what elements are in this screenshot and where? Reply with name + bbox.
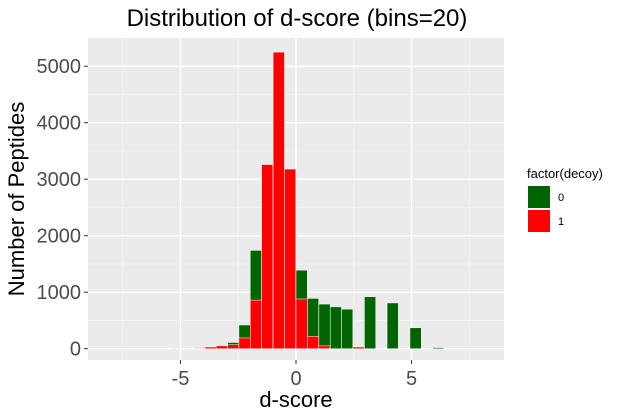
bar-series-1 <box>216 345 228 349</box>
y-tick-label: 4000 <box>37 113 82 135</box>
bars <box>170 51 445 349</box>
bar-series-1 <box>227 344 240 349</box>
bar-series-1 <box>204 346 217 349</box>
bar-series-0 <box>364 296 376 349</box>
bar-series-1 <box>238 337 251 349</box>
x-axis: -5 0 5 <box>172 360 417 390</box>
bar-series-1 <box>295 298 308 349</box>
bar-series-0 <box>341 308 354 349</box>
y-tick-label: 0 <box>70 339 81 361</box>
bar-series-1 <box>307 336 319 349</box>
bar-series-1 <box>261 164 274 349</box>
legend-key-1 <box>528 210 550 232</box>
bar-series-1 <box>318 345 331 349</box>
legend: factor(decoy) 0 1 <box>527 166 603 232</box>
y-tick-label: 2000 <box>37 226 82 248</box>
legend-label-0: 0 <box>558 192 564 204</box>
bar-series-1 <box>284 168 297 349</box>
bar-series-1 <box>170 347 183 349</box>
legend-label-1: 1 <box>558 216 564 228</box>
y-tick-label: 3000 <box>37 169 82 191</box>
y-axis: 0 1000 2000 3000 4000 5000 <box>37 56 88 361</box>
bar-series-0 <box>329 306 342 349</box>
x-tick-label: 5 <box>406 368 417 390</box>
x-axis-title: d-score <box>259 387 332 412</box>
legend-key-0 <box>528 186 550 208</box>
bar-series-1 <box>249 299 262 349</box>
x-tick-label: -5 <box>172 368 190 390</box>
bar-series-0 <box>386 302 399 349</box>
legend-title: factor(decoy) <box>527 166 603 181</box>
bar-series-1 <box>193 347 206 349</box>
chart-title: Distribution of d-score (bins=20) <box>127 5 468 32</box>
bar-series-0 <box>318 303 331 349</box>
y-axis-title: Number of Peptides <box>4 102 29 296</box>
x-tick-label: 0 <box>290 368 301 390</box>
bar-series-1 <box>352 346 365 349</box>
bar-series-1 <box>272 51 285 349</box>
y-tick-label: 1000 <box>37 282 82 304</box>
y-tick-label: 5000 <box>37 56 82 78</box>
bar-series-0 <box>432 347 445 349</box>
bar-series-0 <box>409 327 422 349</box>
